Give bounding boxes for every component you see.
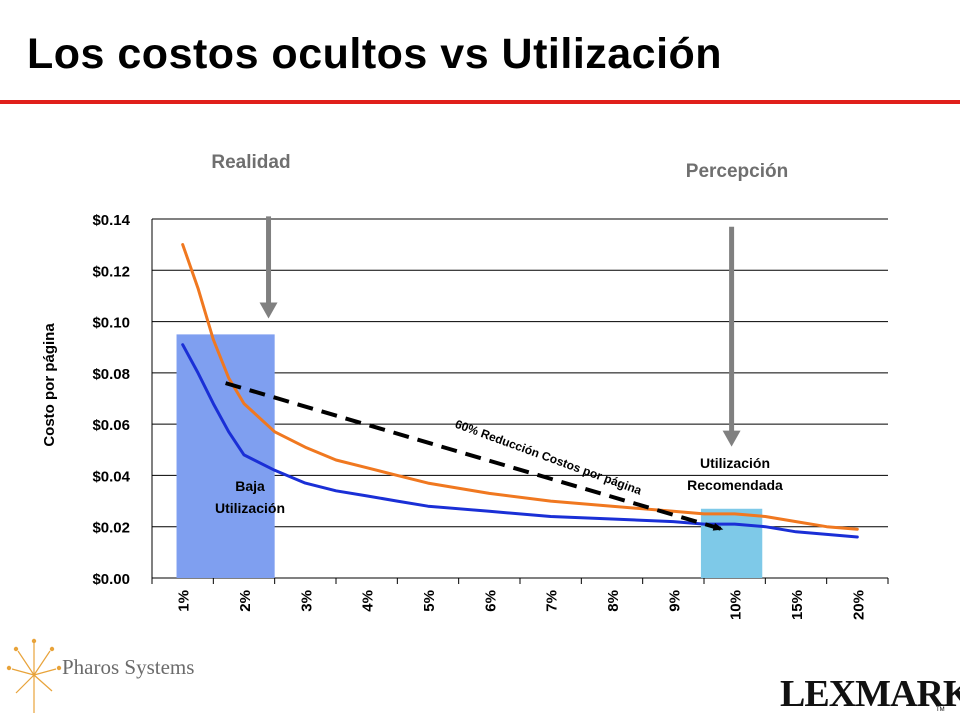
percepcion-arrow-head bbox=[722, 430, 741, 447]
recomendada-label-line1: Utilización bbox=[700, 455, 770, 471]
x-tick-label: 8% bbox=[605, 590, 622, 612]
pharos-systems-name: Pharos Systems bbox=[62, 655, 195, 679]
x-tick-label: 1% bbox=[176, 590, 193, 612]
x-tick-label: 3% bbox=[298, 590, 315, 612]
y-axis-label: Costo por página bbox=[41, 323, 58, 447]
x-tick-label: 20% bbox=[850, 590, 867, 620]
y-tick-label: $0.04 bbox=[92, 468, 130, 485]
pointer-arrows bbox=[259, 216, 741, 447]
lexmark-trademark: TM bbox=[936, 707, 945, 713]
y-tick-label: $0.14 bbox=[92, 212, 130, 229]
highlight-regions bbox=[176, 334, 763, 578]
y-tick-label: $0.08 bbox=[92, 366, 130, 383]
x-tick-label: 2% bbox=[237, 590, 254, 612]
y-tick-label: $0.06 bbox=[92, 417, 130, 434]
x-tick-label: 10% bbox=[728, 590, 745, 620]
baja-label-line2: Utilización bbox=[215, 500, 285, 516]
x-tick-label: 9% bbox=[666, 590, 683, 612]
x-tick-label: 15% bbox=[789, 590, 806, 620]
x-tick-label: 6% bbox=[482, 590, 499, 612]
series-line-2 bbox=[181, 343, 859, 539]
highlight-recomendada bbox=[700, 508, 763, 578]
percepcion-label: Percepción bbox=[686, 161, 788, 182]
pharos-logo-icon bbox=[6, 638, 62, 713]
y-tick-label: $0.10 bbox=[92, 315, 130, 332]
x-tick-label: 5% bbox=[421, 590, 438, 612]
realidad-label: Realidad bbox=[211, 152, 290, 173]
lexmark-logo: LEXMARK bbox=[780, 673, 960, 715]
slide-title: Los costos ocultos vs Utilización bbox=[27, 30, 723, 78]
recomendada-label-line2: Recomendada bbox=[687, 477, 783, 493]
trend-arrow-layer bbox=[225, 381, 724, 532]
reduction-trend-arrow bbox=[225, 381, 724, 532]
highlight-baja bbox=[176, 334, 275, 578]
realidad-arrow-head bbox=[259, 302, 278, 319]
y-tick-label: $0.12 bbox=[92, 263, 130, 280]
baja-label-line1: Baja bbox=[235, 478, 265, 494]
x-axis-ticks: 1% 2% 3% 4% 5% 6% 7% 8% 9% 10% 15% 20% bbox=[151, 578, 889, 620]
y-tick-label: $0.02 bbox=[92, 520, 130, 537]
title-rule bbox=[0, 100, 960, 104]
y-axis-ticks: $0.00 $0.02 $0.04 $0.06 $0.08 $0.10 $0.12 $0.14 bbox=[92, 212, 130, 588]
x-tick-label: 4% bbox=[360, 590, 377, 612]
x-tick-label: 7% bbox=[544, 590, 561, 612]
y-tick-label: $0.00 bbox=[92, 571, 130, 588]
